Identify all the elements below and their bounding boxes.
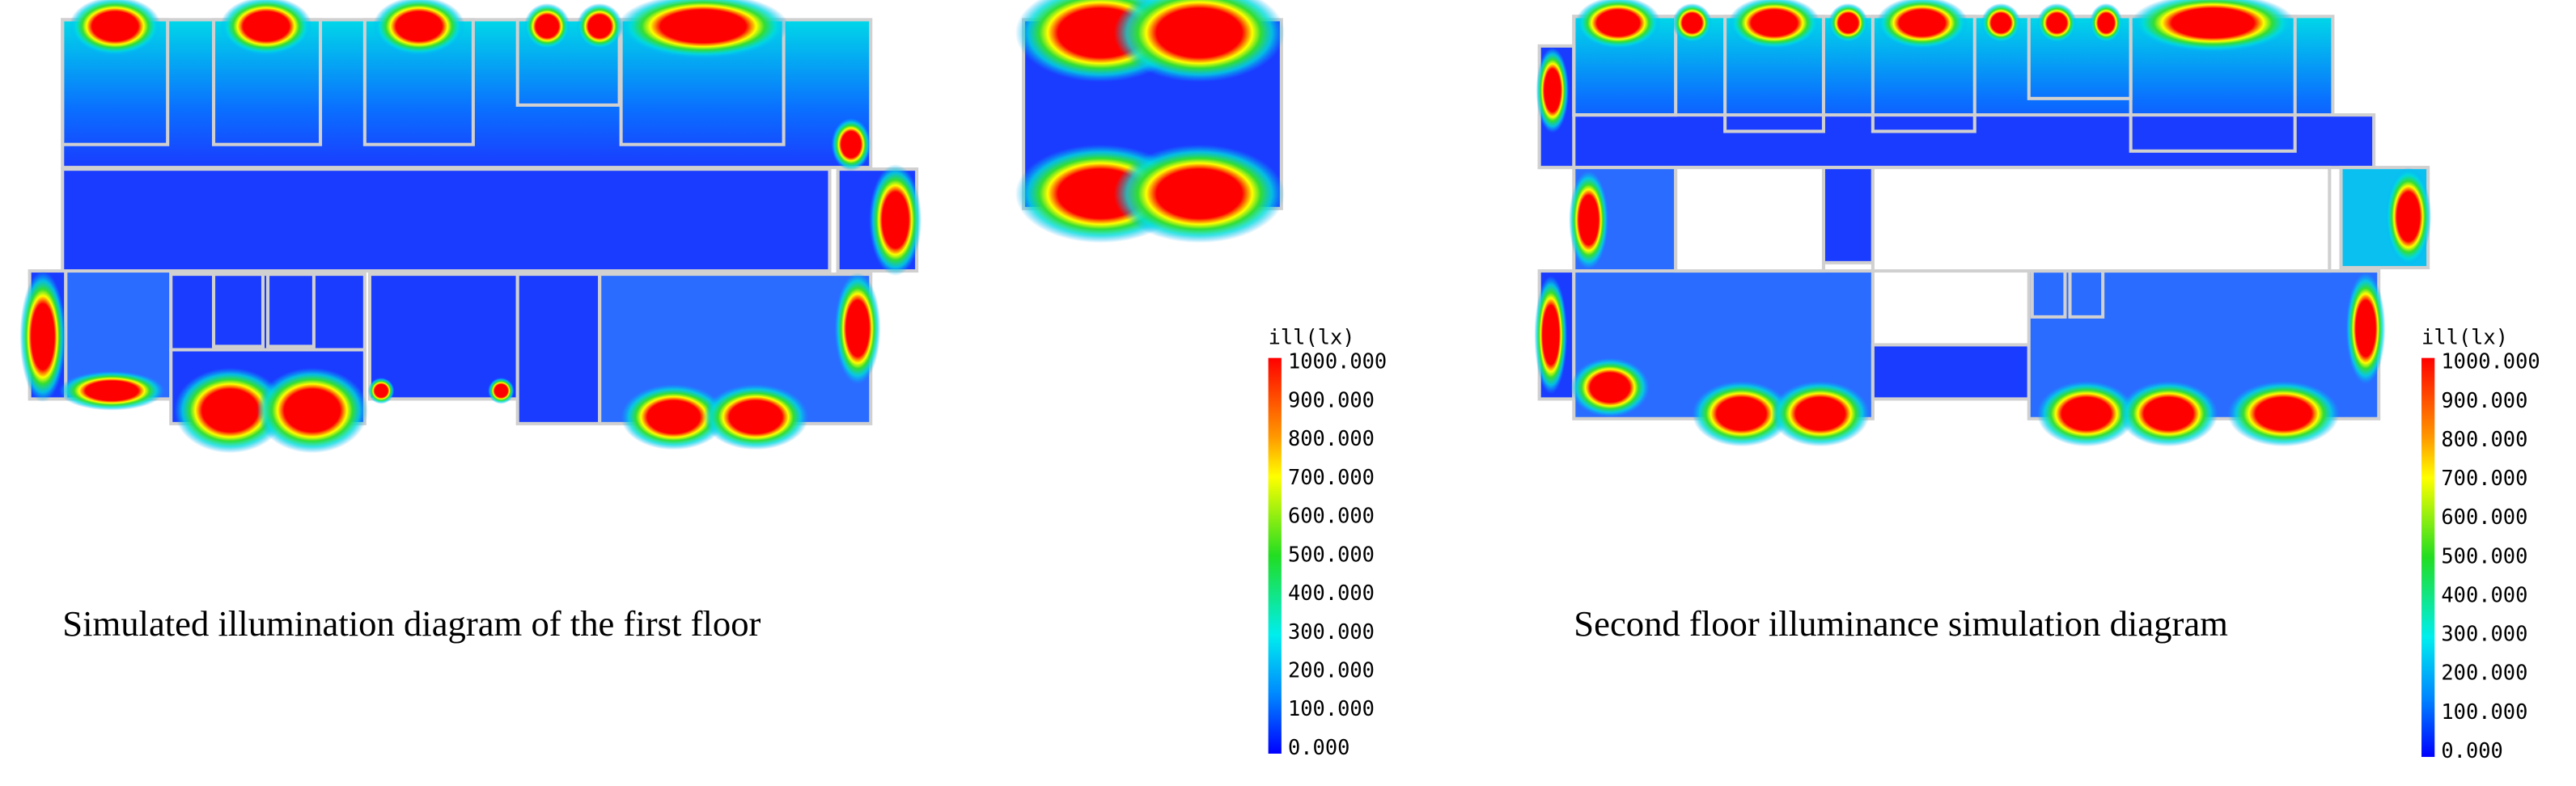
legend-tick-label: 500.000 <box>2441 543 2527 568</box>
legend-tick-label: 300.000 <box>2441 622 2527 646</box>
legend-tick-label: 700.000 <box>1288 465 1375 489</box>
legend-tick-label: 0.000 <box>2441 738 2502 763</box>
legend-tick-label: 700.000 <box>2441 466 2527 490</box>
legend-tick-label: 300.000 <box>1288 619 1375 644</box>
caption: Second floor illuminance simulation diag… <box>1574 603 2228 644</box>
plan-second-floor <box>1534 0 2432 447</box>
legend-tick-label: 1000.000 <box>1288 349 1387 374</box>
legend-tick-label: 400.000 <box>2441 582 2527 606</box>
legend-tick-label: 200.000 <box>2441 661 2527 685</box>
plan-annex <box>1015 0 1285 243</box>
legend-tick-label: 500.000 <box>1288 542 1375 566</box>
legend-scale <box>2421 357 2435 758</box>
legend-tick-label: 600.000 <box>2441 505 2527 529</box>
legend-scale <box>1268 357 1282 754</box>
legend-title: ill(lx) <box>1269 324 1355 349</box>
legend-tick-label: 900.000 <box>1288 387 1375 412</box>
legend-tick-label: 0.000 <box>1288 735 1349 759</box>
labels: Simulated illumination diagram of the fi… <box>62 324 2540 763</box>
legend-tick-label: 1000.000 <box>2441 349 2540 374</box>
legend-tick-label: 400.000 <box>1288 581 1375 605</box>
legend-tick-label: 800.000 <box>1288 426 1375 450</box>
legend-tick-label: 800.000 <box>2441 427 2527 451</box>
legend-tick-label: 900.000 <box>2441 388 2527 412</box>
legend-tick-label: 100.000 <box>1288 696 1375 720</box>
plan-first-floor <box>19 0 922 454</box>
legend-tick-label: 600.000 <box>1288 504 1375 528</box>
caption: Simulated illumination diagram of the fi… <box>62 603 761 644</box>
legend-title: ill(lx) <box>2421 324 2508 349</box>
legend-tick-label: 100.000 <box>2441 699 2527 724</box>
legend-tick-label: 200.000 <box>1288 657 1375 682</box>
